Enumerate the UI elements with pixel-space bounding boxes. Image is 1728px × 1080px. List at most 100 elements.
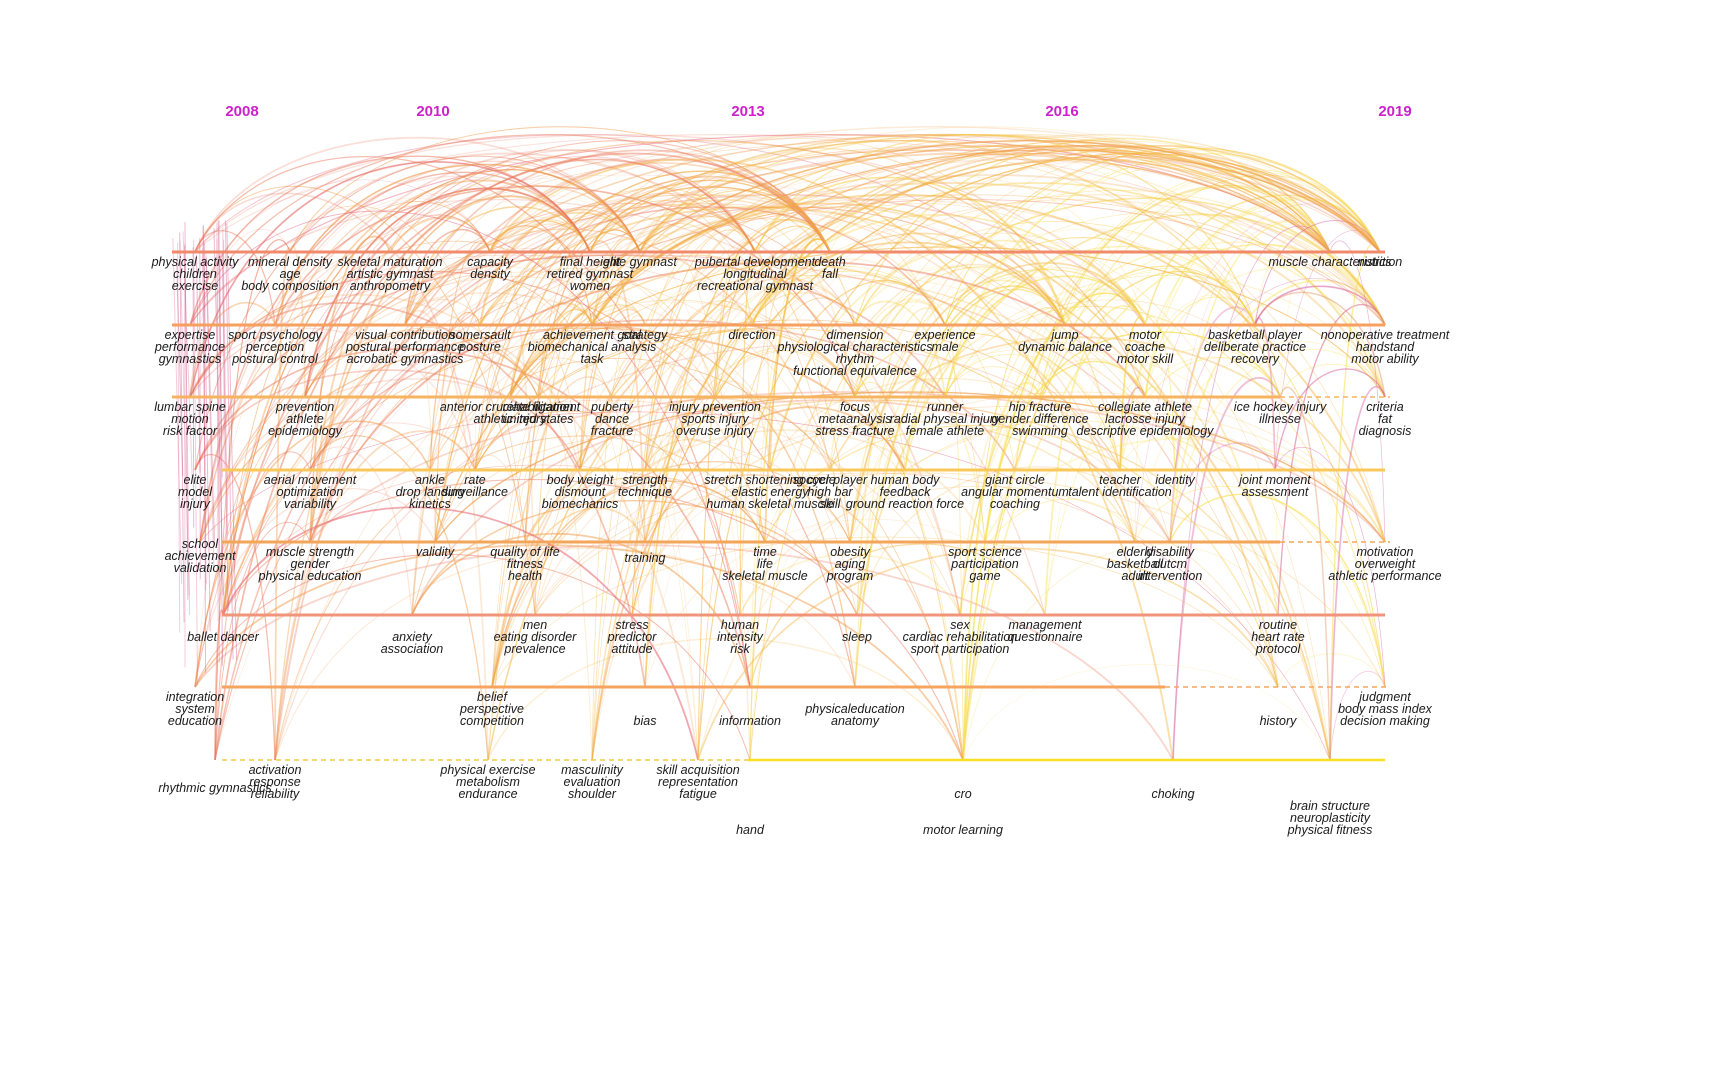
co-occurrence-arc xyxy=(962,543,1279,761)
co-occurrence-arc xyxy=(194,553,751,761)
co-occurrence-arc xyxy=(631,152,1381,616)
keyword-label: intervention xyxy=(1138,569,1203,583)
co-occurrence-arc xyxy=(1144,266,1386,398)
keyword-label: skill xyxy=(820,497,842,511)
co-occurrence-arc xyxy=(854,379,946,688)
co-occurrence-arc xyxy=(194,420,431,688)
co-occurrence-arc xyxy=(509,246,1386,398)
keyword-label: sport psychology xyxy=(228,328,323,342)
co-occurrence-arc xyxy=(714,350,964,761)
co-occurrence-arc xyxy=(591,315,646,761)
keyword-label: judgment xyxy=(1357,690,1411,704)
keyword-label: swimming xyxy=(1012,424,1068,438)
co-occurrence-arc xyxy=(189,174,1066,326)
keyword-label: death xyxy=(814,255,845,269)
co-occurrence-arc xyxy=(962,185,1331,761)
keyword-label: coache xyxy=(1125,340,1165,354)
co-occurrence-arc xyxy=(404,299,481,326)
co-occurrence-arc xyxy=(194,156,756,688)
co-occurrence-arc xyxy=(849,299,1281,543)
co-occurrence-arc xyxy=(1134,485,1386,688)
keyword-label: perspective xyxy=(459,702,524,716)
cluster-connector xyxy=(205,252,215,571)
cluster-connector xyxy=(224,220,234,660)
cluster-connector xyxy=(221,252,229,612)
co-occurrence-arc xyxy=(751,241,1066,326)
year-label-2013: 2013 xyxy=(731,103,764,120)
co-occurrence-arc xyxy=(1144,386,1176,471)
co-occurrence-arc xyxy=(1144,356,1281,398)
keyword-label: association xyxy=(381,642,444,656)
co-occurrence-arc xyxy=(509,140,1381,398)
co-occurrence-arc xyxy=(474,410,741,616)
keyword-label: aerial movement xyxy=(264,473,357,487)
keyword-label: fat xyxy=(1378,412,1392,426)
keyword-label: masculinity xyxy=(561,763,624,777)
keyword-label: achievement goal xyxy=(543,328,642,342)
keyword-label: gender difference xyxy=(991,412,1088,426)
co-occurrence-arc xyxy=(537,228,641,398)
keyword-label: eating disorder xyxy=(494,630,578,644)
co-occurrence-arc xyxy=(764,238,831,543)
co-occurrence-arc xyxy=(189,155,591,326)
co-occurrence-arc xyxy=(714,140,1331,398)
co-occurrence-arc xyxy=(631,350,856,616)
co-occurrence-arc xyxy=(1169,348,1386,543)
co-occurrence-arc xyxy=(274,161,756,761)
keyword-label: human xyxy=(721,618,759,632)
co-occurrence-arc xyxy=(289,152,961,616)
co-occurrence-arc xyxy=(697,280,946,761)
cluster-connector xyxy=(193,239,198,686)
co-occurrence-arc xyxy=(944,164,1331,398)
co-occurrence-arc xyxy=(591,254,964,761)
co-occurrence-arc xyxy=(491,461,851,688)
co-occurrence-arc xyxy=(434,149,1381,543)
co-occurrence-arc xyxy=(1277,653,1386,688)
cluster-connector xyxy=(203,242,206,673)
co-occurrence-arc xyxy=(304,187,591,398)
co-occurrence-arc xyxy=(222,506,699,761)
keyword-label: handstand xyxy=(1356,340,1415,354)
co-occurrence-arc xyxy=(222,506,699,761)
co-occurrence-arc xyxy=(849,419,1386,688)
co-occurrence-arc xyxy=(534,313,593,616)
co-occurrence-arc xyxy=(1254,285,1386,326)
keyword-label: technique xyxy=(618,485,672,499)
co-occurrence-arc xyxy=(962,174,1381,761)
keyword-label: rehabilitation xyxy=(503,400,574,414)
co-occurrence-arc xyxy=(194,156,751,688)
co-occurrence-arc xyxy=(537,274,1331,761)
co-occurrence-arc xyxy=(534,329,856,616)
co-occurrence-arc xyxy=(962,382,1041,761)
keyword-label: gender xyxy=(291,557,331,571)
co-occurrence-arc xyxy=(189,254,1176,471)
co-occurrence-arc xyxy=(1169,493,1386,688)
keyword-label: motion xyxy=(171,412,209,426)
keyword-label: fitness xyxy=(507,557,543,571)
co-occurrence-arc xyxy=(714,140,1381,398)
keyword-label: heart rate xyxy=(1251,630,1305,644)
co-occurrence-arc xyxy=(189,155,591,326)
keyword-label: dismount xyxy=(555,485,606,499)
co-occurrence-arc xyxy=(591,303,646,326)
co-occurrence-arc xyxy=(1169,220,1331,543)
cluster-connector xyxy=(213,228,224,596)
co-occurrence-arc xyxy=(1119,316,1146,471)
co-occurrence-arc xyxy=(1144,315,1176,471)
co-occurrence-arc xyxy=(429,358,964,761)
keyword-label: cro xyxy=(954,787,971,801)
co-occurrence-arc xyxy=(589,186,831,253)
co-occurrence-arc xyxy=(189,229,291,398)
keyword-label: competition xyxy=(460,714,524,728)
co-occurrence-arc xyxy=(189,293,699,761)
keyword-label: dance xyxy=(595,412,629,426)
co-occurrence-arc xyxy=(479,286,699,761)
co-occurrence-arc xyxy=(591,206,1331,761)
co-occurrence-arc xyxy=(489,126,1381,253)
co-occurrence-arc xyxy=(591,232,1066,761)
co-occurrence-arc xyxy=(1144,198,1381,398)
co-occurrence-arc xyxy=(769,239,1146,471)
keyword-label: human skeletal muscle xyxy=(706,497,833,511)
co-occurrence-arc xyxy=(199,171,591,543)
